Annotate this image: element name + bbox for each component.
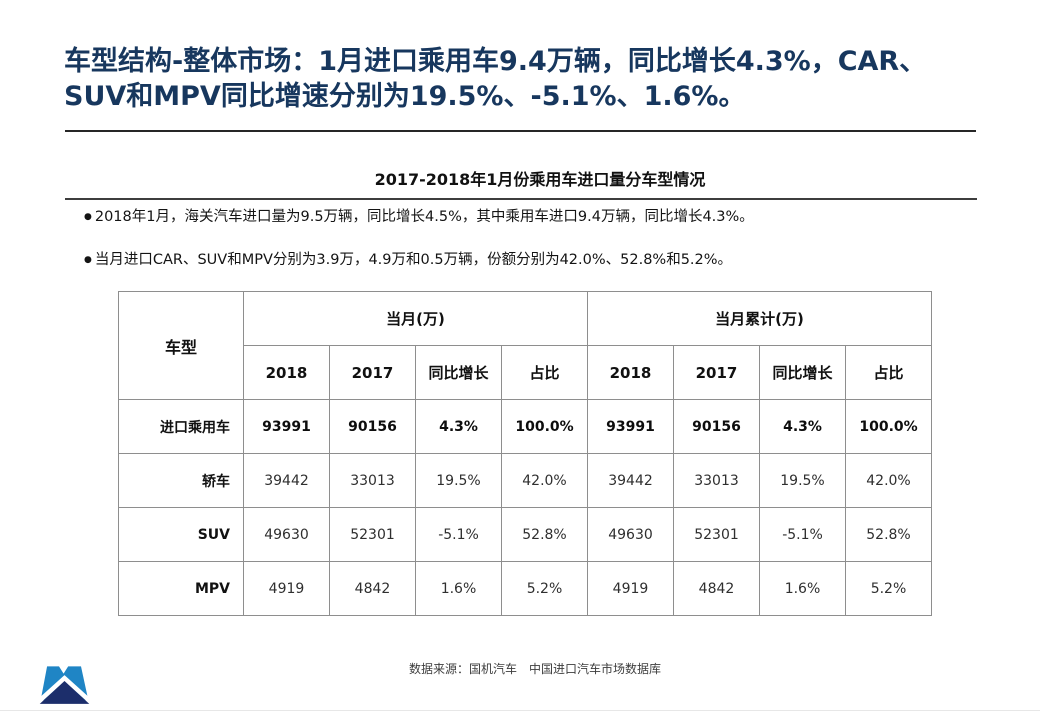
header-monthly-share: 占比 <box>501 345 588 400</box>
cell: -5.1% <box>759 507 846 562</box>
import-volume-table: 车型 当月(万) 当月累计(万) 2018 2017 同比增长 占比 2018 … <box>118 291 932 616</box>
cell: 4.3% <box>415 399 502 454</box>
table-row-car: 轿车 39442 33013 19.5% 42.0% 39442 33013 1… <box>118 453 932 508</box>
cell: 93991 <box>243 399 330 454</box>
cell: 90156 <box>329 399 416 454</box>
header-group-monthly: 当月(万) <box>243 291 588 346</box>
row-label: 进口乘用车 <box>118 399 244 454</box>
row-label: 轿车 <box>118 453 244 508</box>
cell: 5.2% <box>501 561 588 616</box>
cell: 90156 <box>673 399 760 454</box>
row-label: SUV <box>118 507 244 562</box>
table-row-mpv: MPV 4919 4842 1.6% 5.2% 4919 4842 1.6% 5… <box>118 561 932 616</box>
cell: -5.1% <box>415 507 502 562</box>
header-monthly-yoy: 同比增长 <box>415 345 502 400</box>
cell: 42.0% <box>501 453 588 508</box>
cell: 4.3% <box>759 399 846 454</box>
bullet-icon: ● <box>84 212 92 222</box>
table-row-suv: SUV 49630 52301 -5.1% 52.8% 49630 52301 … <box>118 507 932 562</box>
bullet-item: ● 当月进口CAR、SUV和MPV分别为3.9万，4.9万和0.5万辆，份额分别… <box>84 250 984 270</box>
cell: 33013 <box>673 453 760 508</box>
slide-bottom-edge <box>0 710 1040 711</box>
cell: 93991 <box>587 399 674 454</box>
cell: 19.5% <box>759 453 846 508</box>
cell: 49630 <box>243 507 330 562</box>
table-header-row-subcolumns: 2018 2017 同比增长 占比 2018 2017 同比增长 占比 <box>119 345 932 400</box>
header-monthly-2017: 2017 <box>329 345 416 400</box>
header-monthly-2018: 2018 <box>243 345 330 400</box>
cell: 4919 <box>587 561 674 616</box>
cell: 5.2% <box>845 561 932 616</box>
header-cumulative-2017: 2017 <box>673 345 760 400</box>
cell: 1.6% <box>415 561 502 616</box>
bullet-text: 2018年1月，海关汽车进口量为9.5万辆，同比增长4.5%，其中乘用车进口9.… <box>94 209 754 225</box>
cell: 52301 <box>329 507 416 562</box>
bullet-text: 当月进口CAR、SUV和MPV分别为3.9万，4.9万和0.5万辆，份额分别为4… <box>94 252 733 268</box>
company-logo-icon <box>37 666 92 704</box>
cell: 100.0% <box>501 399 588 454</box>
cell: 52.8% <box>501 507 588 562</box>
cell: 42.0% <box>845 453 932 508</box>
title-divider <box>65 130 976 132</box>
cell: 39442 <box>587 453 674 508</box>
header-vehicle-type: 车型 <box>118 291 244 400</box>
cell: 19.5% <box>415 453 502 508</box>
table-row-total: 进口乘用车 93991 90156 4.3% 100.0% 93991 9015… <box>118 399 932 454</box>
cell: 33013 <box>329 453 416 508</box>
row-label: MPV <box>118 561 244 616</box>
cell: 100.0% <box>845 399 932 454</box>
header-cumulative-yoy: 同比增长 <box>759 345 846 400</box>
slide-title: 车型结构-整体市场：1月进口乘用车9.4万辆，同比增长4.3%，CAR、SUV和… <box>64 46 927 112</box>
cell: 52.8% <box>845 507 932 562</box>
header-cumulative-share: 占比 <box>845 345 932 400</box>
cell: 1.6% <box>759 561 846 616</box>
cell: 39442 <box>243 453 330 508</box>
cell: 52301 <box>673 507 760 562</box>
table-header-row-groups: 车型 当月(万) 当月累计(万) <box>118 291 932 400</box>
bullet-icon: ● <box>84 255 92 265</box>
cell: 49630 <box>587 507 674 562</box>
data-source-note: 数据来源：国机汽车 中国进口汽车市场数据库 <box>408 662 661 676</box>
table-title-divider <box>65 198 977 200</box>
header-cumulative-2018: 2018 <box>587 345 674 400</box>
bullet-list: ● 2018年1月，海关汽车进口量为9.5万辆，同比增长4.5%，其中乘用车进口… <box>84 207 984 270</box>
cell: 4919 <box>243 561 330 616</box>
table-title: 2017-2018年1月份乘用车进口量分车型情况 <box>374 170 706 189</box>
bullet-item: ● 2018年1月，海关汽车进口量为9.5万辆，同比增长4.5%，其中乘用车进口… <box>84 207 984 227</box>
cell: 4842 <box>673 561 760 616</box>
header-group-cumulative: 当月累计(万) <box>587 291 932 346</box>
cell: 4842 <box>329 561 416 616</box>
